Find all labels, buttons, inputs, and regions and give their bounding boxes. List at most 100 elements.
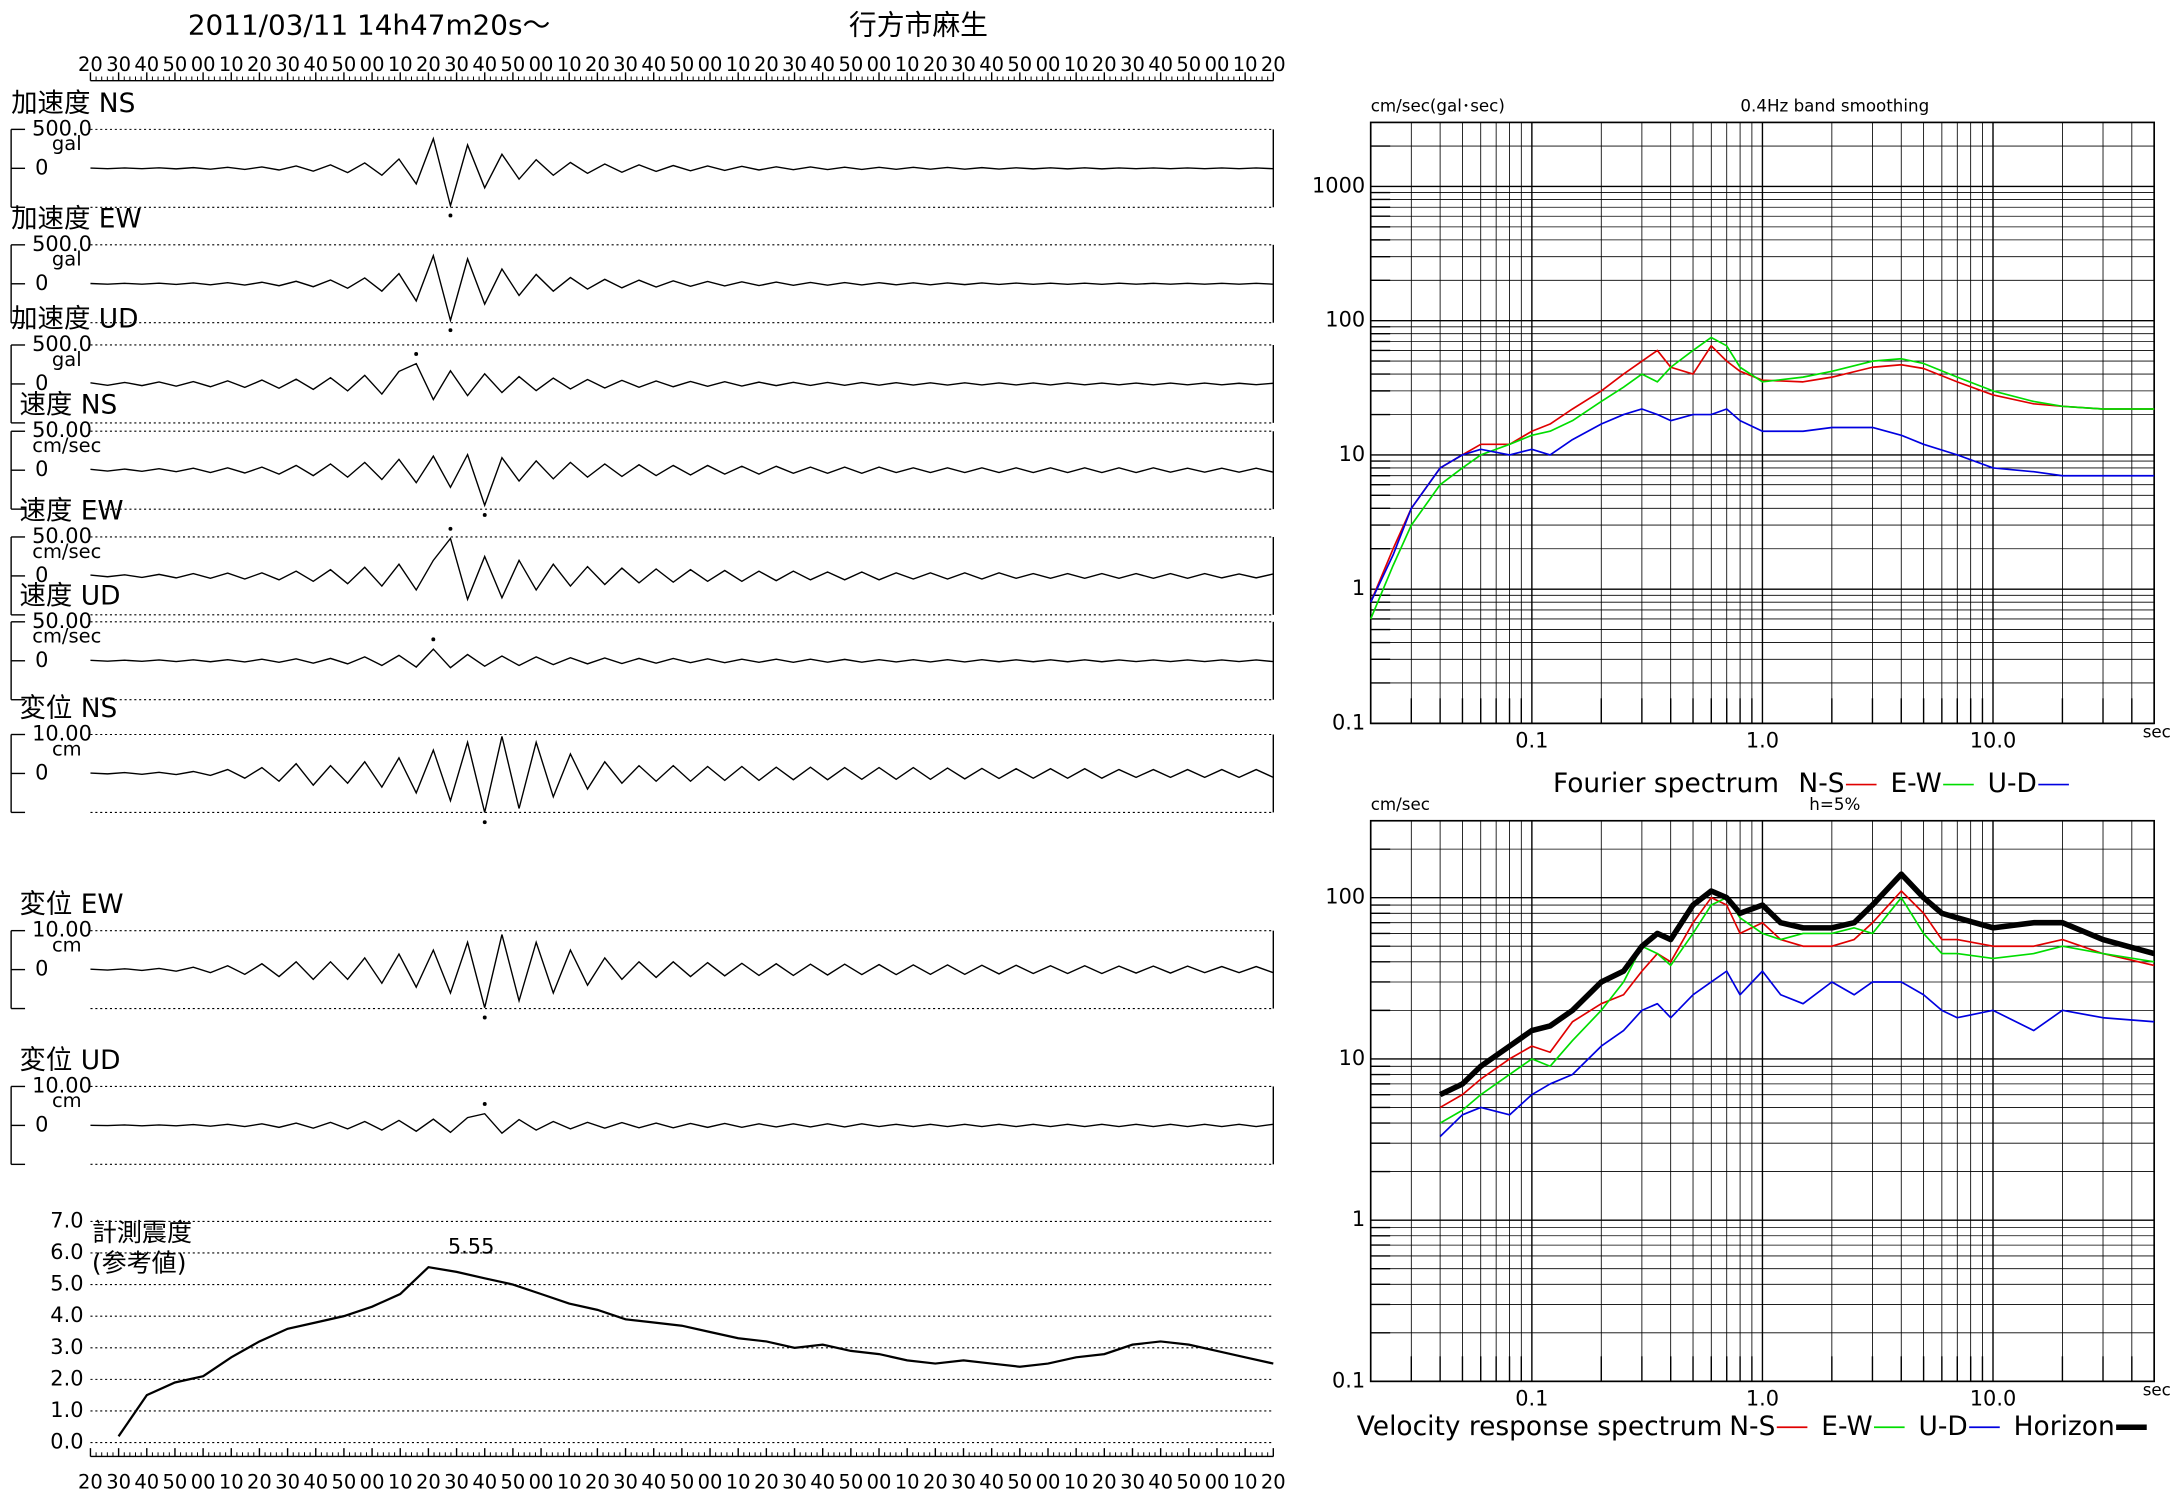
spectrum-line	[1438, 871, 2155, 1098]
time-tick-label: 40	[134, 1470, 159, 1493]
y-tick-label: 4.0	[50, 1303, 83, 1327]
trace-unit: cm/sec	[32, 625, 101, 648]
time-tick-label: 00	[1205, 1470, 1230, 1493]
y-tick-label: 6.0	[50, 1240, 83, 1264]
waveform	[90, 648, 1274, 669]
x-tick-label: 1.0	[1746, 728, 1779, 752]
time-tick-label: 10	[1233, 1470, 1258, 1493]
y-tick-label: 10	[1339, 442, 1366, 466]
spectrum-line	[1439, 896, 2155, 1124]
time-tick-label: 50	[669, 1470, 694, 1493]
x-axis-unit: sec	[2143, 1381, 2171, 1400]
y-tick-label: 0	[35, 957, 48, 981]
time-tick-label: 40	[303, 1470, 328, 1493]
time-tick-label: 20	[416, 53, 441, 76]
spectrum-line	[1439, 970, 2155, 1138]
x-tick-label: 1.0	[1746, 1386, 1779, 1410]
time-tick-label: 30	[106, 1470, 131, 1493]
time-tick-label: 40	[134, 53, 159, 76]
time-tick-label: 50	[1007, 1470, 1032, 1493]
time-tick-label: 40	[1148, 1470, 1173, 1493]
time-tick-label: 40	[810, 1470, 835, 1493]
station-name: 行方市麻生	[849, 8, 988, 41]
y-tick-label: 10	[1339, 1046, 1366, 1070]
y-tick-label: 10.00	[32, 1073, 92, 1097]
time-tick-label: 00	[191, 1470, 216, 1493]
legend-label: U-D	[1988, 768, 2037, 799]
y-tick-label: 0	[35, 1112, 48, 1136]
time-tick-label: 50	[838, 53, 863, 76]
y-tick-label: 0	[35, 457, 48, 481]
x-tick-label: 10.0	[1970, 1386, 2016, 1410]
time-tick-label: 10	[895, 53, 920, 76]
trace-label: 加速度 NS	[11, 88, 135, 119]
plot-frame	[1369, 819, 2156, 1383]
time-tick-label: 10	[895, 1470, 920, 1493]
time-tick-label: 00	[1205, 53, 1230, 76]
time-tick-label: 10	[1233, 53, 1258, 76]
time-tick-label: 40	[472, 53, 497, 76]
plot-frame	[1369, 121, 2156, 725]
legend-label: N-S	[1729, 1411, 1775, 1442]
time-tick-label: 40	[810, 53, 835, 76]
waveform	[90, 253, 1274, 324]
plot-subtitle: 0.4Hz band smoothing	[1740, 97, 1929, 116]
time-tick-label: 20	[1092, 53, 1117, 76]
trace-unit: cm/sec	[32, 540, 101, 563]
y-tick-label: 100	[1325, 308, 1365, 332]
time-tick-label: 10	[219, 53, 244, 76]
time-tick-label: 50	[163, 1470, 188, 1493]
trace-label: 加速度 UD	[11, 303, 138, 334]
time-tick-label: 00	[867, 1470, 892, 1493]
trace-label: 速度 NS	[19, 390, 117, 421]
time-tick-label: 20	[923, 53, 948, 76]
y-tick-label: 0.1	[1332, 710, 1365, 734]
y-tick-label: 50.00	[32, 524, 92, 548]
legend-label: E-W	[1821, 1411, 1872, 1442]
y-tick-label: 0.1	[1332, 1368, 1365, 1392]
x-tick-label: 0.1	[1515, 728, 1548, 752]
waveform	[90, 136, 1274, 209]
time-tick-label: 50	[1176, 53, 1201, 76]
legend-title: Velocity response spectrum	[1357, 1411, 1723, 1442]
time-tick-label: 20	[247, 53, 272, 76]
y-tick-label: 500.0	[32, 232, 92, 256]
peak-dot	[482, 513, 487, 517]
time-tick-label: 10	[1064, 53, 1089, 76]
time-tick-label: 40	[979, 53, 1004, 76]
waveform	[90, 736, 1274, 813]
time-tick-label: 40	[303, 53, 328, 76]
legend-label: N-S	[1798, 768, 1844, 799]
y-tick-label: 1.0	[50, 1398, 83, 1422]
time-tick-label: 20	[585, 1470, 610, 1493]
spectrum-line	[1369, 408, 2155, 603]
y-tick-label: 0	[35, 371, 48, 395]
y-tick-label: 1000	[1312, 173, 1365, 197]
time-tick-label: 20	[754, 53, 779, 76]
peak-dot	[482, 1102, 487, 1106]
time-tick-label: 20	[1261, 1470, 1286, 1493]
time-tick-label: 50	[501, 53, 526, 76]
time-tick-label: 10	[726, 1470, 751, 1493]
spectrum-line	[1369, 344, 2155, 603]
time-tick-label: 00	[360, 53, 385, 76]
time-tick-label: 30	[613, 1470, 638, 1493]
trace-unit: cm/sec	[32, 434, 101, 457]
trace-label: 変位 EW	[19, 889, 123, 920]
time-tick-label: 30	[782, 1470, 807, 1493]
trace-label: 加速度 EW	[11, 203, 142, 234]
plot-subtitle: h=5%	[1809, 795, 1860, 814]
intensity-label: 計測震度	[92, 1218, 192, 1247]
time-tick-label: 10	[726, 53, 751, 76]
y-tick-label: 2.0	[50, 1366, 83, 1390]
trace-label: 変位 NS	[19, 693, 117, 724]
y-tick-label: 500.0	[32, 116, 92, 140]
y-tick-label: 1	[1352, 1207, 1365, 1231]
time-tick-label: 00	[360, 1470, 385, 1493]
waveform	[90, 362, 1274, 401]
time-tick-label: 50	[669, 53, 694, 76]
time-tick-label: 20	[247, 1470, 272, 1493]
trace-unit: cm	[52, 933, 82, 956]
